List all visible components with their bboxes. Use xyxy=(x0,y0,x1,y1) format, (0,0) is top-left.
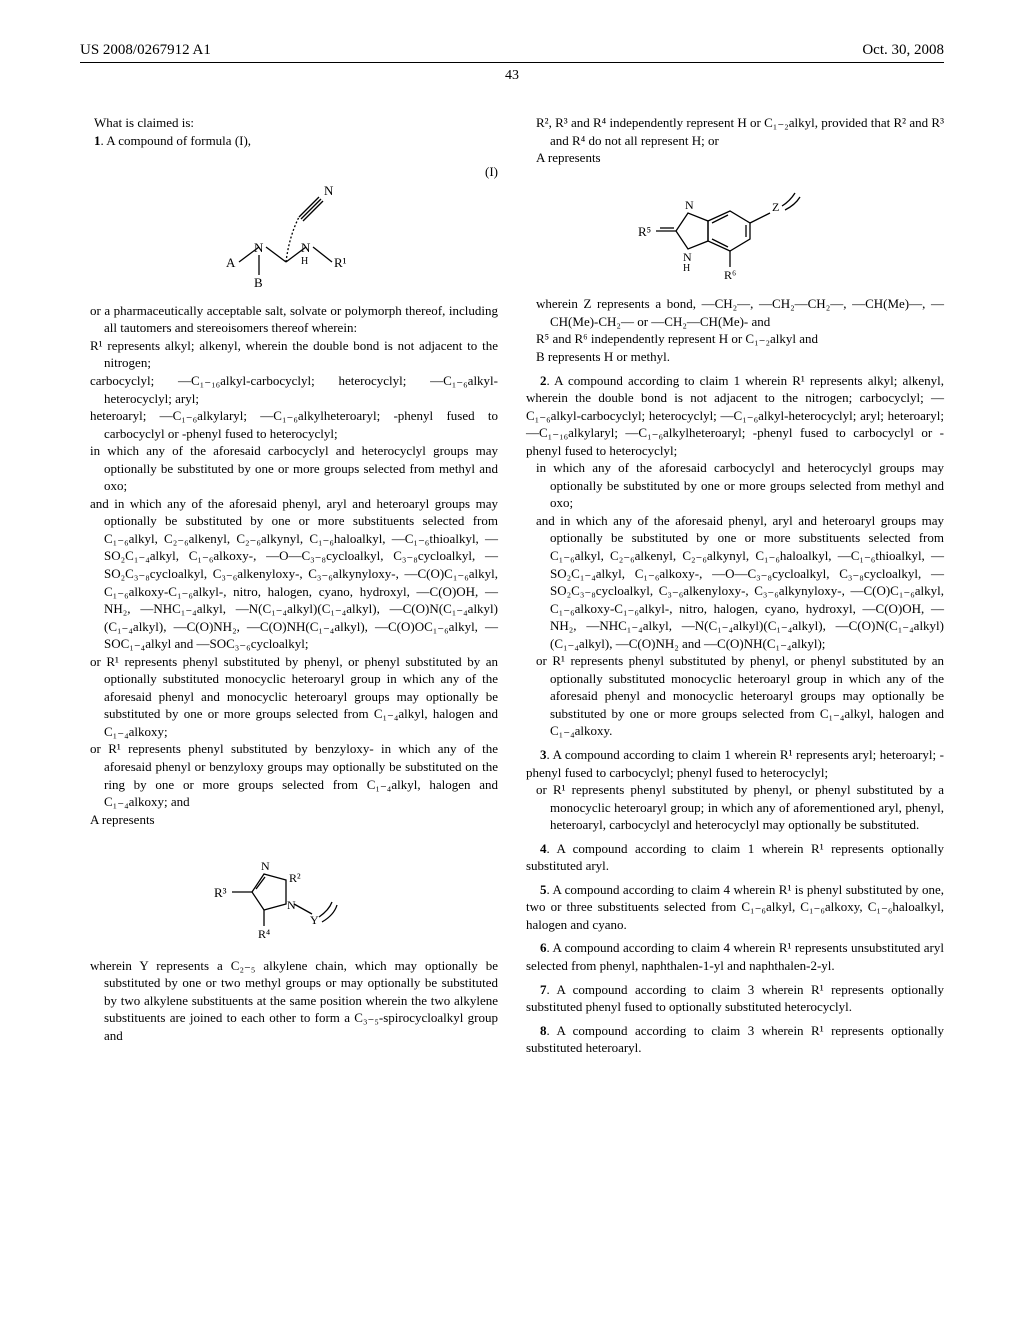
claim-4-body: . A compound according to claim 1 wherei… xyxy=(526,841,944,874)
claim-7-body: . A compound according to claim 3 wherei… xyxy=(526,982,944,1015)
svg-text:H: H xyxy=(683,263,690,274)
column-right: R², R³ and R⁴ independently represent H … xyxy=(526,114,944,1057)
claim-6: 6. A compound according to claim 4 where… xyxy=(526,939,944,974)
claim-1-text: . A compound of formula (I), xyxy=(101,133,252,148)
claim-1-lead: 1. A compound of formula (I), xyxy=(80,132,498,150)
claim-1-inwhich1: in which any of the aforesaid carbocycly… xyxy=(80,442,498,495)
page-number: 43 xyxy=(80,67,944,86)
column-left: What is claimed is: 1. A compound of for… xyxy=(80,114,498,1057)
claim-1-arep: A represents xyxy=(80,811,498,829)
claim-8: 8. A compound according to claim 3 where… xyxy=(526,1022,944,1057)
claim-8-body: . A compound according to claim 3 wherei… xyxy=(526,1023,944,1056)
svg-text:N: N xyxy=(685,198,694,212)
claim-2-p2: and in which any of the aforesaid phenyl… xyxy=(526,512,944,652)
svg-text:Z: Z xyxy=(772,200,779,214)
r56: R⁵ and R⁶ independently represent H or C… xyxy=(526,330,944,348)
svg-text:R⁴: R⁴ xyxy=(258,927,270,941)
claim-6-body: . A compound according to claim 4 wherei… xyxy=(526,940,944,973)
claim-3: 3. A compound according to claim 1 where… xyxy=(526,746,944,781)
svg-text:N: N xyxy=(261,859,270,873)
svg-text:N: N xyxy=(254,240,264,255)
svg-text:N: N xyxy=(324,183,334,198)
claim-2-p1: in which any of the aforesaid carbocycly… xyxy=(526,459,944,512)
two-column-body: What is claimed is: 1. A compound of for… xyxy=(80,114,944,1057)
claim-4: 4. A compound according to claim 1 where… xyxy=(526,840,944,875)
chem-structure-i: A N B N H R¹ N xyxy=(80,167,498,292)
pub-date: Oct. 30, 2008 xyxy=(862,40,944,60)
claim-7: 7. A compound according to claim 3 where… xyxy=(526,981,944,1016)
page-header: US 2008/0267912 A1 Oct. 30, 2008 xyxy=(80,40,944,63)
svg-text:R³: R³ xyxy=(214,885,227,900)
claim-1-hetero: heteroaryl; —C₁₋₆alkylaryl; —C₁₋₆alkylhe… xyxy=(80,407,498,442)
svg-text:R⁵: R⁵ xyxy=(638,224,651,239)
svg-text:H: H xyxy=(301,256,308,267)
claim-1-carbo: carbocyclyl; —C₁₋₁₆alkyl-carbocyclyl; he… xyxy=(80,372,498,407)
b-def: B represents H or methyl. xyxy=(526,348,944,366)
claim-3-body: . A compound according to claim 1 wherei… xyxy=(526,747,944,780)
claim-1-y: wherein Y represents a C₂₋₅ alkylene cha… xyxy=(80,957,498,1045)
claim-1-or: or a pharmaceutically acceptable salt, s… xyxy=(80,302,498,337)
claim-2: 2. A compound according to claim 1 where… xyxy=(526,372,944,460)
claim-3-p1: or R¹ represents phenyl substituted by p… xyxy=(526,781,944,834)
claim-5: 5. A compound according to claim 4 where… xyxy=(526,881,944,934)
pub-number: US 2008/0267912 A1 xyxy=(80,40,211,60)
z-def: wherein Z represents a bond, —CH₂—, —CH₂… xyxy=(526,295,944,330)
chem-structure-a2: R⁵ N N H Z xyxy=(526,181,944,286)
svg-text:A: A xyxy=(226,255,236,270)
claim-1-r1: R¹ represents alkyl; alkenyl, wherein th… xyxy=(80,337,498,372)
claim-2-p3: or R¹ represents phenyl substituted by p… xyxy=(526,652,944,740)
svg-text:N: N xyxy=(301,240,311,255)
claim-1-orr1b: or R¹ represents phenyl substituted by b… xyxy=(80,740,498,810)
r234: R², R³ and R⁴ independently represent H … xyxy=(526,114,944,149)
chem-structure-a1: R³ N R² N R⁴ Y xyxy=(80,842,498,947)
claim-2-body: . A compound according to claim 1 wherei… xyxy=(526,373,944,458)
claim-5-body: . A compound according to claim 4 wherei… xyxy=(526,882,944,932)
svg-text:R²: R² xyxy=(289,871,301,885)
svg-text:R¹: R¹ xyxy=(334,255,347,270)
svg-text:B: B xyxy=(254,275,263,287)
arep2: A represents xyxy=(526,149,944,167)
claims-heading: What is claimed is: xyxy=(80,114,498,132)
svg-text:N: N xyxy=(683,250,692,264)
claim-1-andwhich: and in which any of the aforesaid phenyl… xyxy=(80,495,498,653)
svg-text:R⁶: R⁶ xyxy=(724,268,736,281)
svg-text:Y: Y xyxy=(310,913,319,927)
claim-1-orr1a: or R¹ represents phenyl substituted by p… xyxy=(80,653,498,741)
